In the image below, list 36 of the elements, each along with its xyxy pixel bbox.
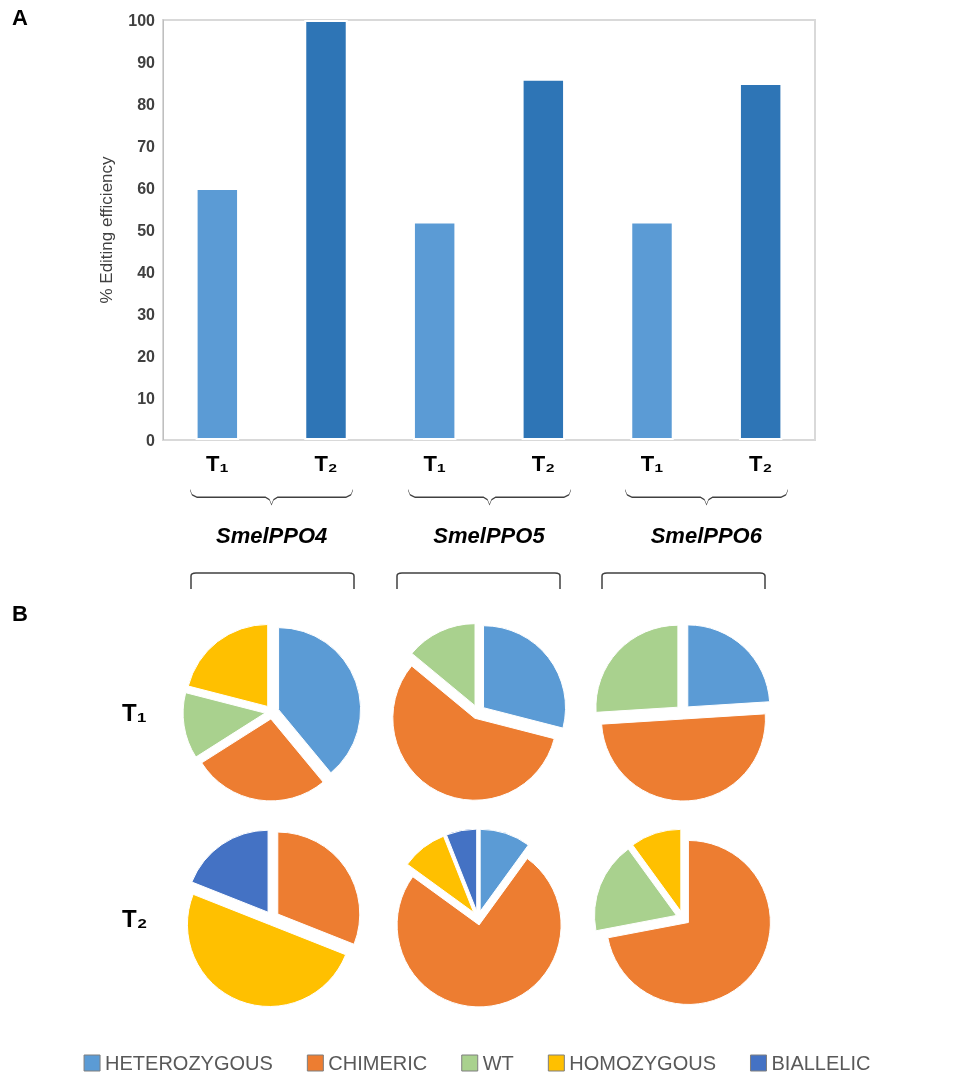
- bar: [412, 221, 457, 440]
- text: T₁: [122, 698, 147, 726]
- y-tick-label: 60: [137, 179, 156, 197]
- text: SmelPPO5: [433, 522, 546, 548]
- y-tick-label: 50: [137, 221, 156, 239]
- bar: [630, 221, 674, 440]
- y-tick-label: 30: [137, 305, 156, 323]
- bar: [195, 188, 240, 440]
- text: SmelPPO6: [650, 522, 763, 548]
- y-tick-label: 10: [137, 389, 156, 407]
- y-tick-label: 0: [146, 431, 156, 449]
- y-tick-label: 40: [137, 263, 156, 281]
- x-tick-label: T₁: [640, 450, 664, 476]
- legend-label: BIALLELIC: [771, 1052, 871, 1074]
- text: T₂: [122, 904, 148, 932]
- y-tick-label: 70: [137, 137, 156, 155]
- legend-label: CHIMERIC: [328, 1052, 428, 1074]
- y-axis-title: % Editing efficiency: [97, 155, 116, 304]
- x-tick-label: T₂: [749, 450, 773, 476]
- legend-label: HOMOZYGOUS: [569, 1052, 716, 1074]
- text: SmelPPO4: [216, 522, 328, 548]
- bar: [521, 78, 566, 440]
- x-tick-label: T₂: [531, 450, 555, 476]
- legend-label: WT: [482, 1052, 514, 1074]
- y-tick-label: 80: [137, 95, 156, 113]
- legend-label: HETEROZYGOUS: [105, 1052, 273, 1074]
- y-tick-label: 20: [137, 347, 156, 365]
- text: B: [12, 600, 28, 626]
- bar: [738, 83, 783, 440]
- bar: [304, 20, 348, 440]
- x-tick-label: T₁: [206, 450, 229, 476]
- y-tick-label: 90: [137, 53, 156, 71]
- x-tick-label: T₁: [423, 450, 446, 476]
- text: A: [12, 4, 28, 30]
- x-tick-label: T₂: [314, 450, 338, 476]
- y-tick-label: 100: [128, 11, 156, 29]
